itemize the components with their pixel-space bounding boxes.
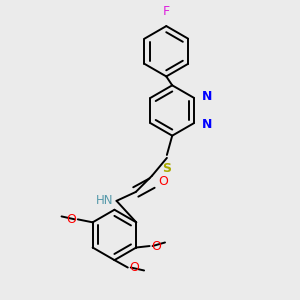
Text: O: O bbox=[159, 175, 169, 188]
Text: HN: HN bbox=[96, 194, 114, 207]
Text: F: F bbox=[163, 5, 170, 18]
Text: O: O bbox=[67, 213, 76, 226]
Text: S: S bbox=[162, 162, 171, 175]
Text: N: N bbox=[201, 118, 212, 131]
Text: O: O bbox=[129, 261, 139, 274]
Text: N: N bbox=[201, 90, 212, 103]
Text: O: O bbox=[151, 239, 161, 253]
